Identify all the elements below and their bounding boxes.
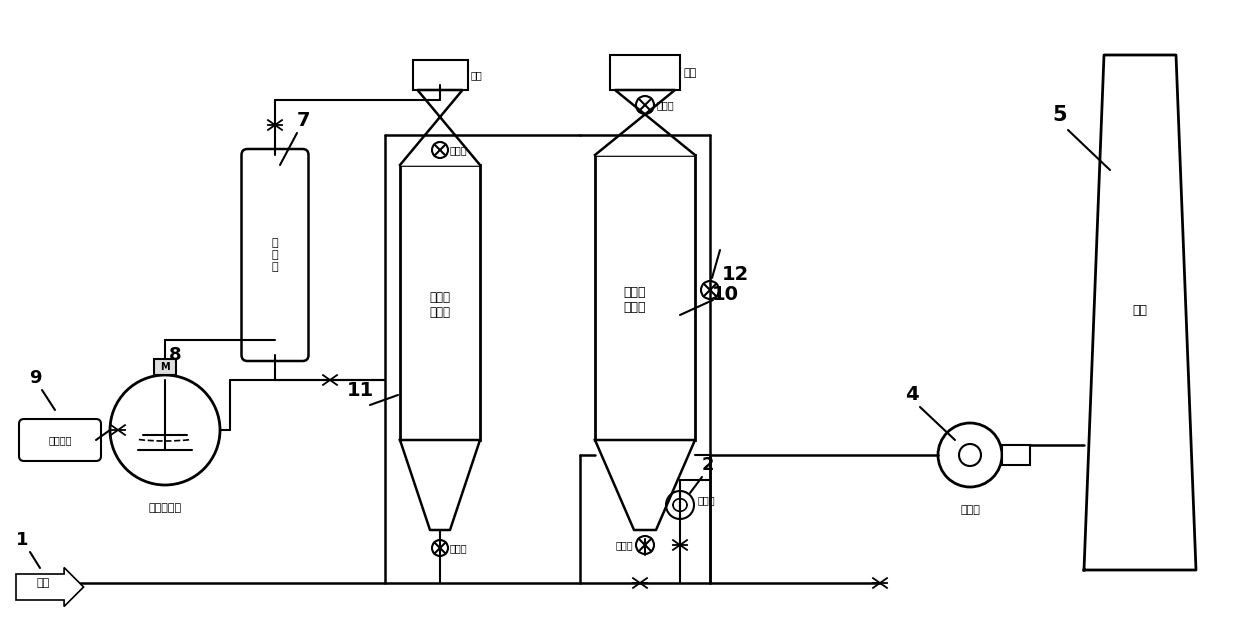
FancyBboxPatch shape [242,149,309,361]
Polygon shape [595,440,694,530]
Text: 料仓: 料仓 [683,68,696,78]
Text: 储
气
罐: 储 气 罐 [272,238,278,271]
Text: M: M [160,362,170,372]
Bar [610,55,680,90]
Polygon shape [401,440,480,530]
Text: 移动床
再生器: 移动床 再生器 [429,291,450,319]
Text: 2: 2 [702,456,714,474]
Circle shape [636,536,653,554]
Text: 9: 9 [29,369,41,387]
Text: 烟气: 烟气 [36,578,50,588]
Bar [154,359,176,375]
Circle shape [432,142,448,158]
Polygon shape [1084,55,1197,570]
Circle shape [110,375,219,485]
Circle shape [937,423,1002,487]
Text: 换热器: 换热器 [698,495,715,505]
Bar [1002,445,1030,465]
Circle shape [666,491,694,519]
Bar [595,155,694,440]
Text: 7: 7 [296,110,310,130]
Text: 烟囱: 烟囱 [1132,303,1147,317]
Text: 5: 5 [1053,105,1068,125]
Bar [413,60,467,90]
Text: 1: 1 [16,531,29,549]
Polygon shape [595,90,694,155]
Circle shape [432,540,448,556]
Text: 4: 4 [905,386,919,404]
Text: 移动床
吸附器: 移动床 吸附器 [624,286,646,314]
Circle shape [636,96,653,114]
Bar [401,165,480,440]
FancyBboxPatch shape [19,419,100,461]
FancyBboxPatch shape [16,567,83,606]
Text: 进料阀: 进料阀 [450,145,467,155]
Text: 11: 11 [346,381,373,399]
Text: 卸料阀: 卸料阀 [615,540,632,550]
Text: 8: 8 [169,346,181,364]
Polygon shape [401,90,480,165]
Text: 硝酸反应器: 硝酸反应器 [149,503,181,513]
Text: 10: 10 [712,285,739,305]
Text: 料仓: 料仓 [470,70,482,80]
Text: 引风机: 引风机 [960,505,980,515]
Text: 12: 12 [722,265,749,285]
Circle shape [959,444,981,466]
Text: 进料阀: 进料阀 [657,100,675,110]
Text: 卸料阀: 卸料阀 [450,543,467,553]
Circle shape [701,281,719,299]
Text: 硝酸储罐: 硝酸储罐 [48,435,72,445]
